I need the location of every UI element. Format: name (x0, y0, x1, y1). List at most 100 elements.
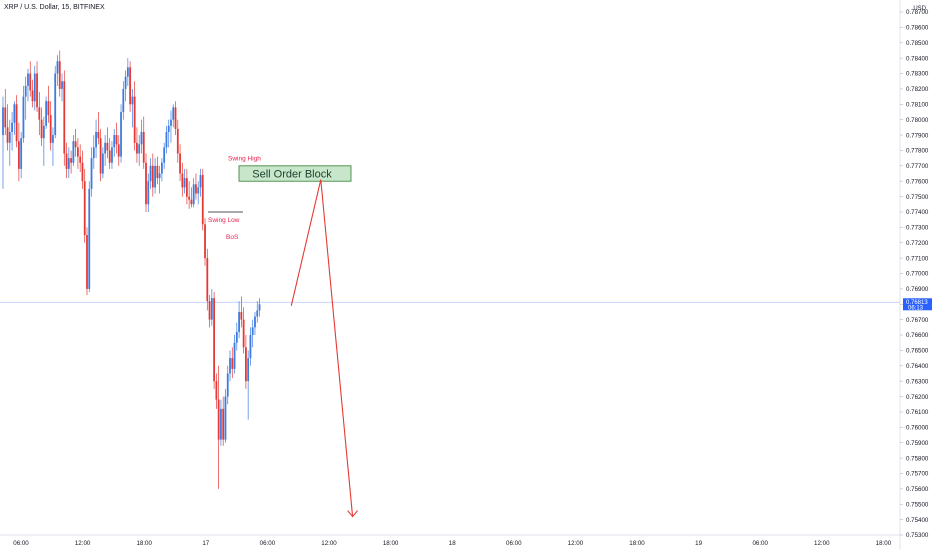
candle (92, 135, 95, 169)
candle-body (136, 142, 138, 154)
candle (45, 96, 48, 129)
candle (251, 319, 254, 348)
y-tick-label: 0.78600 (906, 25, 929, 32)
candle-body (15, 104, 18, 142)
y-tick-label: 0.78400 (906, 55, 929, 62)
y-tick-label: 0.76200 (906, 394, 929, 401)
candle (185, 168, 188, 205)
candle-body (158, 173, 161, 179)
candle (86, 227, 88, 296)
candle (224, 388, 227, 443)
candle (197, 181, 200, 205)
candle (6, 104, 9, 151)
candle (120, 104, 122, 163)
y-tick-label: 0.77700 (906, 163, 929, 170)
candle-body (190, 199, 193, 205)
x-tick-label: 19 (695, 540, 702, 547)
annotations: Sell Order Block Swing High Swing Low BoS (208, 155, 359, 518)
candle (156, 156, 159, 185)
candle (147, 173, 150, 212)
candle-body (17, 141, 20, 169)
candle (140, 119, 143, 154)
candle-body (126, 67, 129, 77)
candle (131, 88, 134, 128)
candle (183, 168, 186, 194)
candle-body (129, 67, 132, 105)
y-tick-label: 0.78300 (906, 71, 929, 78)
candle (244, 335, 247, 389)
y-tick-label: 0.77000 (906, 271, 929, 278)
x-tick-label: 06:00 (752, 540, 768, 547)
candle-body (256, 310, 259, 317)
chart-title: XRP / U.S. Dollar, 15, BITFINEX (4, 4, 105, 11)
candle (81, 150, 84, 189)
y-tick-label: 0.75500 (906, 501, 929, 508)
x-tick-label: 12:00 (321, 540, 337, 547)
candle-body (192, 184, 195, 205)
candle-body (195, 184, 197, 194)
y-tick-label: 0.77400 (906, 209, 929, 216)
candle (142, 116, 145, 169)
candle-body (217, 399, 220, 440)
candle-body (176, 128, 179, 154)
candle-body (170, 119, 172, 126)
candle (111, 141, 113, 169)
candle (176, 119, 179, 163)
candle-body (226, 373, 229, 397)
candle-body (199, 175, 202, 188)
candle (13, 101, 16, 136)
price-unit: USD (913, 6, 926, 12)
candle (174, 101, 177, 136)
y-tick-label: 0.75700 (906, 471, 929, 478)
candle (229, 350, 231, 382)
candle (233, 335, 236, 374)
y-tick-label: 0.78700 (906, 9, 929, 16)
candle-body (36, 73, 38, 108)
candle (90, 147, 93, 197)
candle-body (22, 96, 25, 139)
candle (145, 153, 147, 212)
candle-body (79, 156, 82, 163)
candle (235, 322, 238, 351)
candle (217, 365, 220, 489)
candle (38, 91, 41, 136)
candle (226, 365, 229, 405)
y-tick-label: 0.77200 (906, 240, 929, 247)
x-tick-label: 12:00 (75, 540, 91, 547)
candle (204, 218, 206, 266)
candle (24, 76, 27, 120)
candle (210, 288, 213, 326)
y-tick-label: 0.77300 (906, 225, 929, 232)
candle-body (13, 104, 16, 123)
candle-body (81, 162, 84, 182)
candle (17, 122, 20, 182)
candle (27, 68, 29, 102)
candle-body (220, 408, 222, 440)
x-tick-label: 06:00 (13, 540, 29, 547)
candle (201, 168, 204, 231)
candle-body (58, 61, 61, 89)
candle (15, 95, 18, 148)
candle (149, 158, 152, 189)
candle (88, 181, 91, 292)
candle (4, 88, 7, 136)
candle (172, 104, 175, 128)
candle-body (106, 142, 109, 151)
candle (167, 119, 170, 148)
candle-body (120, 111, 122, 157)
y-tick-label: 0.77800 (906, 148, 929, 155)
candle (113, 128, 116, 157)
x-tick-label: 18:00 (383, 540, 399, 547)
candle (54, 65, 57, 139)
candle (154, 158, 156, 194)
candle-body (72, 141, 75, 163)
candle (67, 147, 70, 179)
candle (195, 173, 197, 200)
candle-body (88, 188, 91, 289)
candle (47, 85, 50, 123)
candle (258, 298, 261, 317)
candle (129, 61, 132, 112)
candle-body (229, 358, 231, 374)
candle (222, 396, 225, 446)
